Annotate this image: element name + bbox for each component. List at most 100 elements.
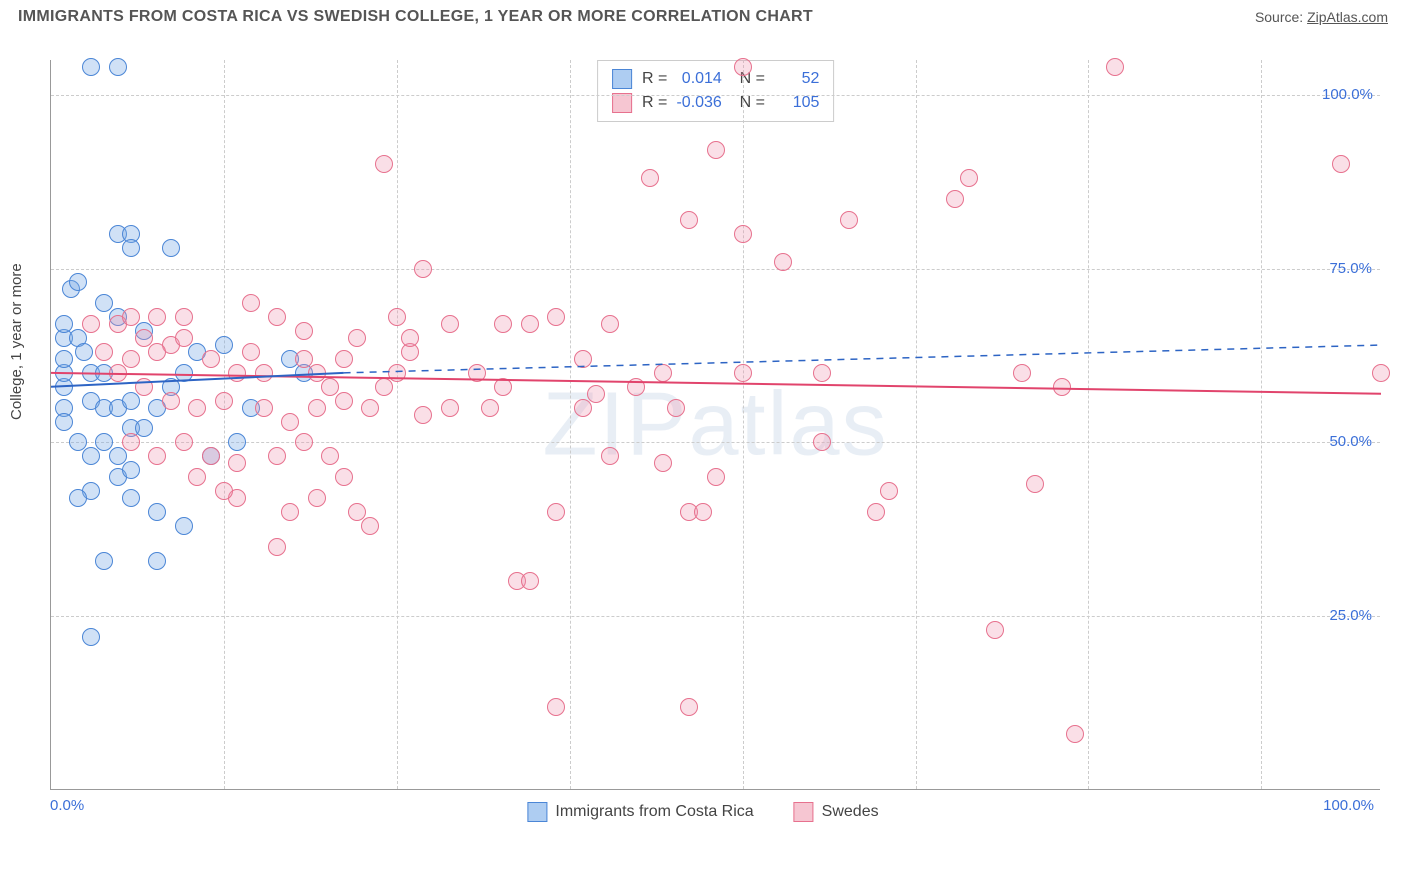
scatter-point <box>680 698 698 716</box>
scatter-point <box>401 329 419 347</box>
scatter-point <box>281 503 299 521</box>
scatter-point <box>162 392 180 410</box>
scatter-point <box>335 392 353 410</box>
x-tick-start: 0.0% <box>50 797 84 814</box>
scatter-point <box>82 447 100 465</box>
scatter-point <box>215 482 233 500</box>
scatter-point <box>295 433 313 451</box>
scatter-point <box>175 329 193 347</box>
scatter-point <box>135 378 153 396</box>
scatter-point <box>122 308 140 326</box>
scatter-point <box>55 413 73 431</box>
scatter-point <box>148 343 166 361</box>
scatter-point <box>1013 364 1031 382</box>
legend-item: Immigrants from Costa Rica <box>527 802 753 822</box>
r-label: R = <box>642 94 667 111</box>
scatter-point <box>228 364 246 382</box>
scatter-point <box>468 364 486 382</box>
chart-title: IMMIGRANTS FROM COSTA RICA VS SWEDISH CO… <box>18 8 813 26</box>
scatter-chart: ZIPatlas R = 0.014 N = 52 R = -0.036 N =… <box>50 60 1380 790</box>
scatter-point <box>494 378 512 396</box>
scatter-point <box>734 225 752 243</box>
scatter-point <box>188 399 206 417</box>
scatter-point <box>654 454 672 472</box>
scatter-point <box>587 385 605 403</box>
scatter-point <box>441 399 459 417</box>
scatter-point <box>215 336 233 354</box>
scatter-point <box>601 315 619 333</box>
n-value: 52 <box>769 67 819 91</box>
r-label: R = <box>642 70 667 87</box>
scatter-point <box>375 155 393 173</box>
scatter-point <box>946 190 964 208</box>
source-link[interactable]: ZipAtlas.com <box>1307 9 1388 25</box>
scatter-point <box>122 433 140 451</box>
legend-swatch <box>794 802 814 822</box>
x-tick-end: 100.0% <box>1323 797 1374 814</box>
scatter-point <box>813 433 831 451</box>
scatter-point <box>69 489 87 507</box>
legend-stat-row: R = 0.014 N = 52 <box>612 67 820 91</box>
scatter-point <box>388 364 406 382</box>
scatter-point <box>481 399 499 417</box>
scatter-point <box>960 169 978 187</box>
source: Source: ZipAtlas.com <box>1255 9 1388 25</box>
scatter-point <box>255 364 273 382</box>
scatter-point <box>414 406 432 424</box>
legend-label: Immigrants from Costa Rica <box>555 803 753 820</box>
gridline-v <box>397 60 398 789</box>
gridline-h <box>51 95 1380 96</box>
scatter-point <box>1372 364 1390 382</box>
scatter-point <box>82 628 100 646</box>
y-tick-label: 100.0% <box>1322 86 1372 103</box>
scatter-point <box>601 447 619 465</box>
scatter-point <box>547 503 565 521</box>
scatter-point <box>268 308 286 326</box>
scatter-point <box>109 58 127 76</box>
scatter-point <box>1026 475 1044 493</box>
y-axis-label: College, 1 year or more <box>8 263 25 420</box>
scatter-point <box>122 461 140 479</box>
scatter-point <box>228 454 246 472</box>
scatter-point <box>1053 378 1071 396</box>
scatter-point <box>55 350 73 368</box>
scatter-point <box>308 399 326 417</box>
gridline-v <box>1261 60 1262 789</box>
scatter-point <box>867 503 885 521</box>
scatter-point <box>162 239 180 257</box>
scatter-point <box>494 315 512 333</box>
scatter-point <box>242 343 260 361</box>
scatter-point <box>335 468 353 486</box>
scatter-point <box>281 413 299 431</box>
scatter-point <box>95 343 113 361</box>
y-tick-label: 50.0% <box>1322 433 1372 450</box>
scatter-point <box>707 141 725 159</box>
scatter-point <box>694 503 712 521</box>
scatter-point <box>521 572 539 590</box>
scatter-point <box>308 489 326 507</box>
scatter-point <box>627 378 645 396</box>
scatter-point <box>880 482 898 500</box>
header: IMMIGRANTS FROM COSTA RICA VS SWEDISH CO… <box>0 0 1406 30</box>
scatter-point <box>574 350 592 368</box>
scatter-point <box>175 433 193 451</box>
scatter-point <box>148 447 166 465</box>
scatter-point <box>547 698 565 716</box>
scatter-point <box>774 253 792 271</box>
scatter-point <box>175 308 193 326</box>
scatter-point <box>135 419 153 437</box>
scatter-point <box>1066 725 1084 743</box>
legend-label: Swedes <box>822 803 879 820</box>
scatter-point <box>82 58 100 76</box>
scatter-point <box>122 489 140 507</box>
scatter-point <box>734 364 752 382</box>
scatter-point <box>255 399 273 417</box>
scatter-point <box>188 468 206 486</box>
scatter-point <box>148 503 166 521</box>
gridline-h <box>51 269 1380 270</box>
scatter-point <box>641 169 659 187</box>
scatter-point <box>547 308 565 326</box>
legend-swatch <box>612 93 632 113</box>
scatter-point <box>122 392 140 410</box>
scatter-point <box>813 364 831 382</box>
